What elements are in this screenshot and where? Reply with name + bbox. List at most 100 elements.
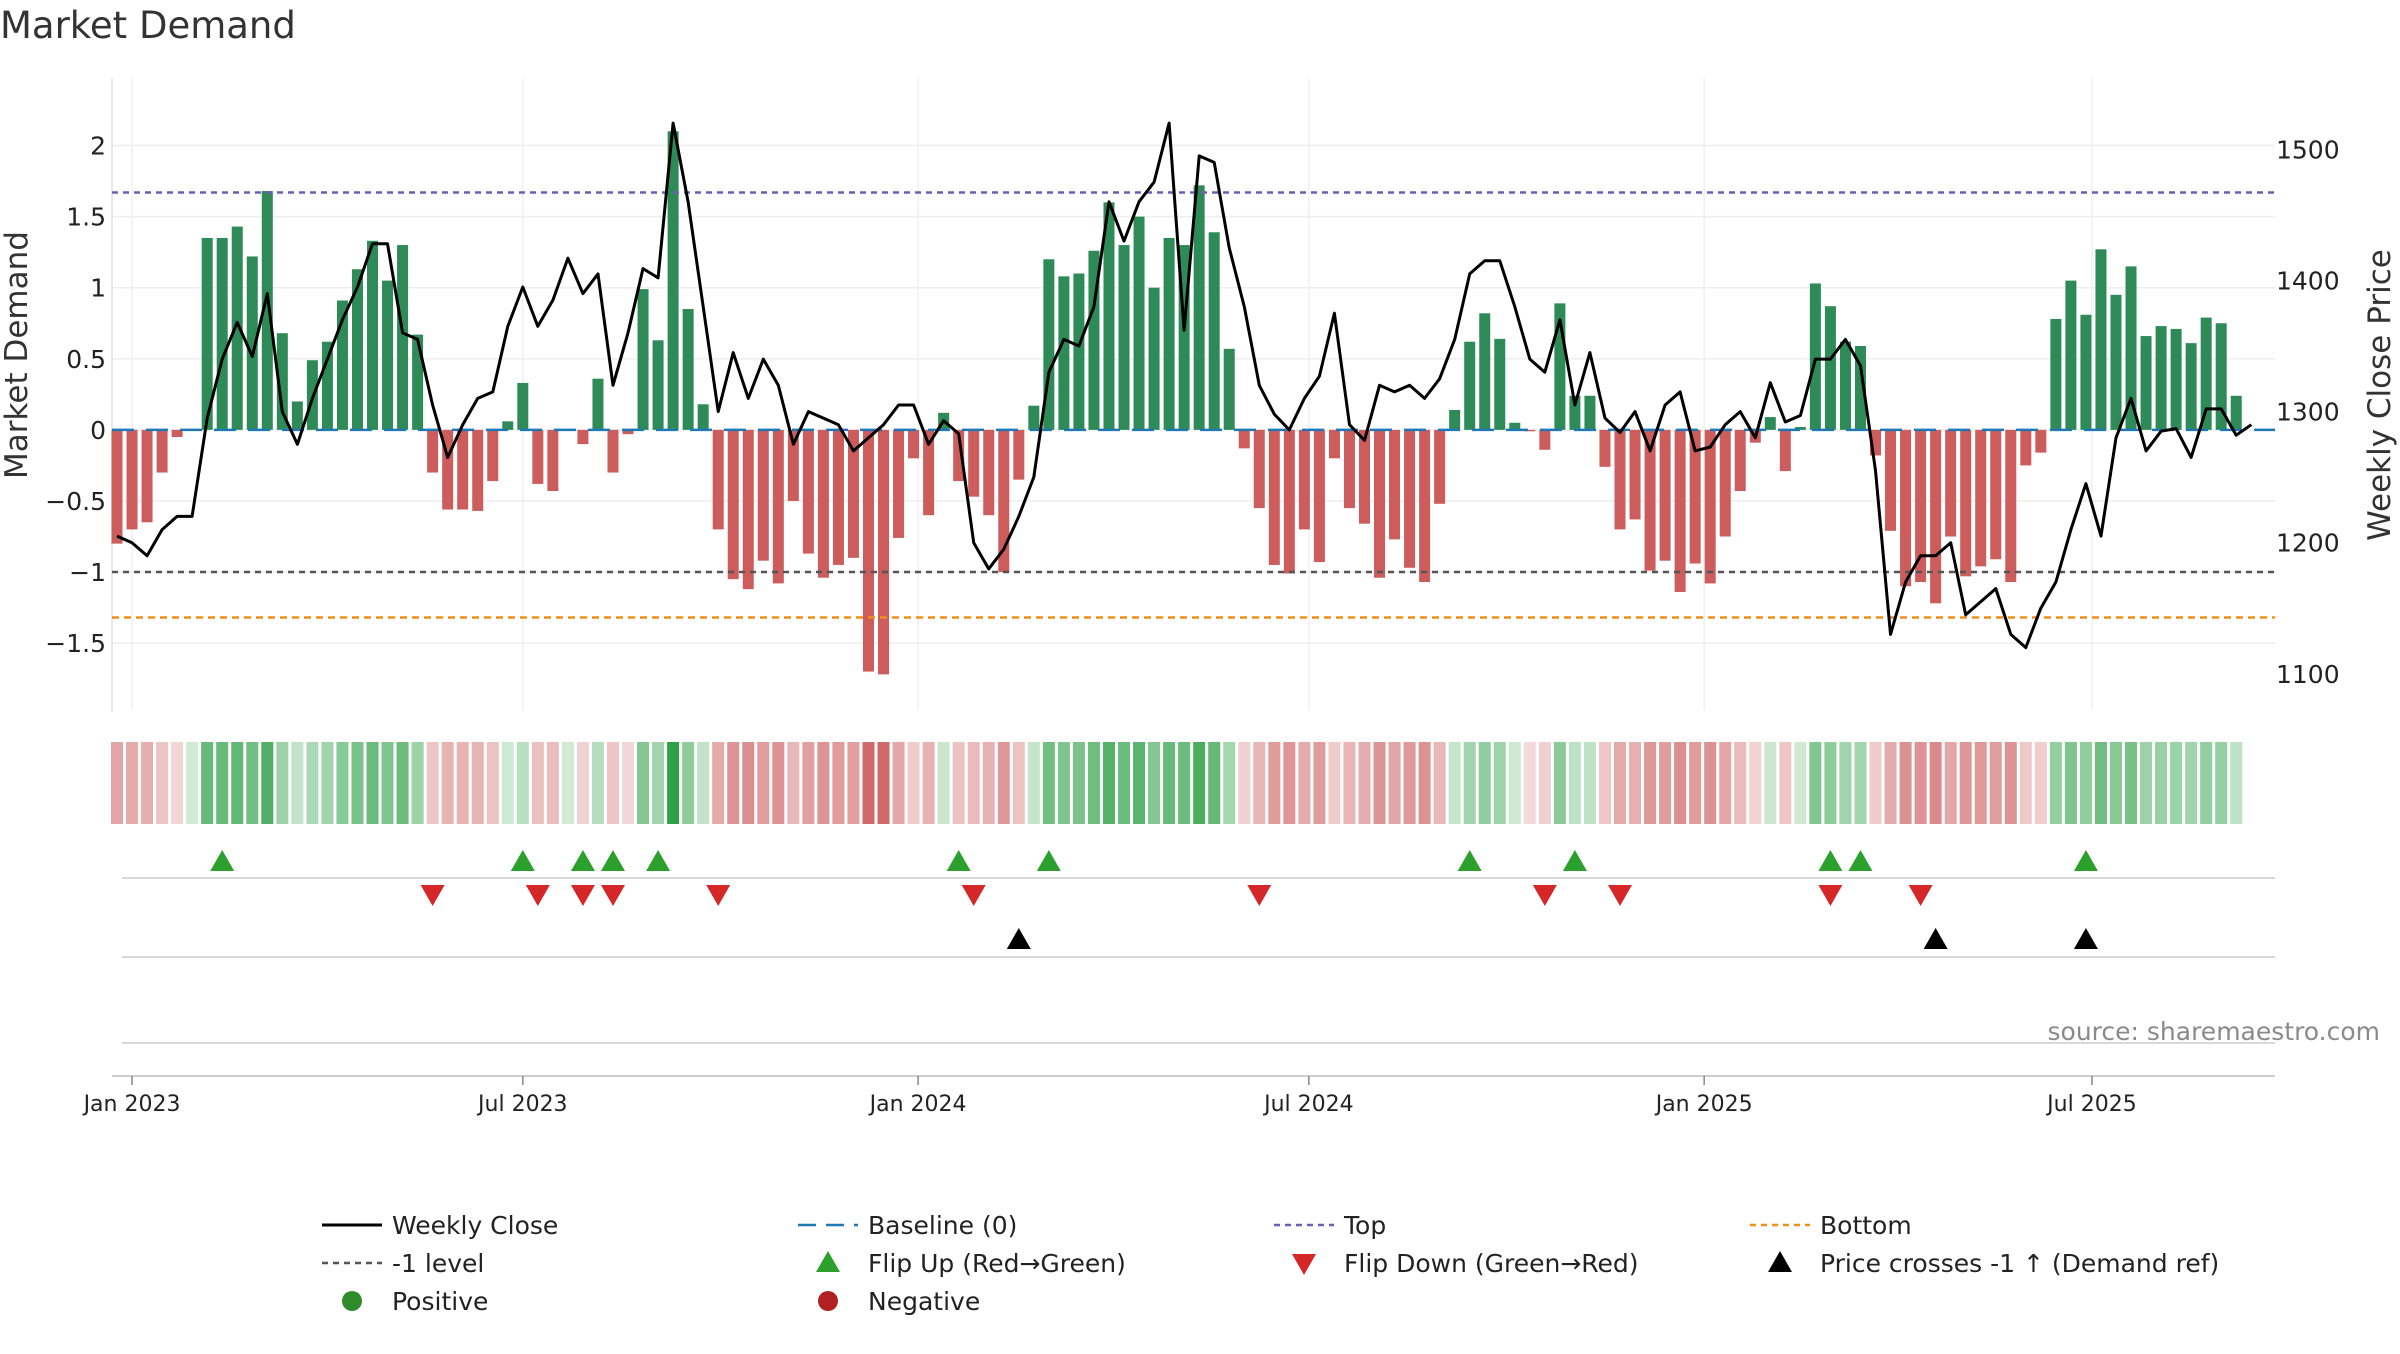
demand-bar bbox=[2035, 429, 2047, 453]
heat-cell bbox=[1208, 742, 1221, 824]
demand-bar bbox=[2050, 318, 2062, 430]
demand-bar bbox=[772, 429, 784, 584]
x-tick-label-4: Jan 2025 bbox=[1654, 1092, 1753, 1117]
demand-bar bbox=[412, 334, 424, 430]
demand-bar bbox=[382, 280, 394, 430]
legend-label-positive: Positive bbox=[392, 1287, 488, 1316]
demand-bar bbox=[1358, 429, 1370, 524]
demand-bar bbox=[1704, 429, 1716, 584]
heat-cell bbox=[471, 742, 484, 824]
demand-bar bbox=[878, 429, 890, 675]
demand-bar bbox=[1283, 429, 1295, 574]
demand-bar bbox=[126, 429, 138, 530]
heat-cell bbox=[501, 742, 514, 824]
flip-up-marker bbox=[1036, 850, 1061, 871]
heat-cell bbox=[997, 742, 1010, 824]
flip-up-marker bbox=[210, 850, 235, 871]
demand-bar bbox=[1734, 429, 1746, 492]
demand-bar bbox=[1915, 429, 1927, 582]
heat-cell bbox=[2170, 742, 2183, 824]
demand-bar bbox=[2065, 280, 2077, 430]
demand-bar bbox=[246, 256, 258, 430]
demand-bar bbox=[1298, 429, 1310, 530]
heat-cell bbox=[907, 742, 920, 824]
heat-cell bbox=[186, 742, 199, 824]
heat-cell bbox=[1764, 742, 1777, 824]
heat-cell bbox=[1117, 742, 1131, 824]
flip-up-marker bbox=[600, 850, 625, 871]
price-cross-marker bbox=[1923, 928, 1948, 949]
legend-item-top: Top bbox=[1274, 1211, 1386, 1240]
demand-bar bbox=[2215, 323, 2227, 430]
demand-bar bbox=[953, 429, 965, 482]
heat-cell bbox=[1373, 742, 1386, 824]
heat-cell bbox=[126, 742, 139, 824]
heat-cell bbox=[321, 742, 334, 824]
heat-cell bbox=[1884, 742, 1897, 824]
heat-cell bbox=[1463, 742, 1476, 824]
demand-bar bbox=[1464, 341, 1476, 430]
flip-down-marker bbox=[1532, 885, 1557, 906]
demand-bar bbox=[1719, 429, 1731, 537]
demand-bar bbox=[171, 429, 183, 437]
demand-bar bbox=[2185, 343, 2197, 430]
heat-cell bbox=[1418, 742, 1431, 824]
heat-cell bbox=[336, 742, 349, 824]
demand-bar bbox=[1614, 429, 1626, 530]
demand-bar bbox=[321, 341, 333, 430]
flip-down-marker bbox=[525, 885, 550, 906]
y-tick-label-6: −1 bbox=[69, 558, 106, 587]
demand-bar bbox=[156, 429, 168, 473]
heat-cell bbox=[1358, 742, 1371, 824]
legend-item-cross: Price crosses -1 ↑ (Demand ref) bbox=[1768, 1249, 2219, 1278]
demand-bar bbox=[968, 429, 980, 497]
weekly-close-line bbox=[116, 121, 2253, 650]
legend-swatch-negative bbox=[818, 1291, 838, 1311]
heat-cell bbox=[802, 742, 815, 824]
heat-cell bbox=[1809, 742, 1822, 824]
y-tick-label-4: 0 bbox=[90, 416, 106, 445]
demand-bar bbox=[487, 429, 499, 482]
demand-bar bbox=[832, 429, 844, 565]
demand-bar bbox=[427, 429, 439, 473]
demand-bar bbox=[1554, 303, 1566, 430]
heat-cell bbox=[1343, 742, 1356, 824]
demand-bar bbox=[1419, 429, 1431, 582]
heat-cell bbox=[1163, 742, 1176, 824]
demand-bar bbox=[2020, 429, 2032, 466]
heat-cell bbox=[622, 742, 635, 824]
heat-cell bbox=[937, 742, 950, 824]
heat-cell bbox=[1749, 742, 1762, 824]
heat-cell bbox=[606, 742, 620, 824]
demand-bar bbox=[1268, 429, 1280, 565]
heat-cell bbox=[1283, 742, 1296, 824]
heat-cell bbox=[2155, 742, 2168, 824]
heat-cell bbox=[1148, 742, 1161, 824]
heat-cell bbox=[1508, 742, 1521, 824]
heat-cell bbox=[967, 742, 980, 824]
heat-cell bbox=[667, 742, 680, 824]
heat-cell bbox=[2094, 742, 2107, 824]
heat-cell bbox=[2230, 742, 2243, 824]
legend-label-baseline: Baseline (0) bbox=[868, 1211, 1017, 1240]
heat-cell bbox=[381, 742, 394, 824]
heat-cell bbox=[1704, 742, 1717, 824]
heat-cell bbox=[1178, 742, 1191, 824]
heat-cell bbox=[1674, 742, 1687, 824]
demand-bar bbox=[622, 429, 634, 435]
y2-tick-label-1: 1400 bbox=[2276, 266, 2340, 295]
heat-cell bbox=[1253, 742, 1266, 824]
demand-bar bbox=[367, 240, 379, 430]
demand-bar bbox=[502, 421, 514, 430]
price-cross-marker bbox=[1006, 928, 1031, 949]
demand-bar bbox=[1404, 429, 1416, 568]
demand-bar bbox=[2200, 317, 2212, 430]
demand-bar bbox=[1148, 287, 1160, 430]
legend-swatch-flip-down bbox=[1292, 1254, 1316, 1275]
demand-bar bbox=[1960, 429, 1972, 577]
demand-bar bbox=[1584, 395, 1596, 430]
demand-bar bbox=[291, 401, 303, 430]
heat-cell bbox=[1929, 742, 1942, 824]
heat-cell bbox=[1403, 742, 1416, 824]
